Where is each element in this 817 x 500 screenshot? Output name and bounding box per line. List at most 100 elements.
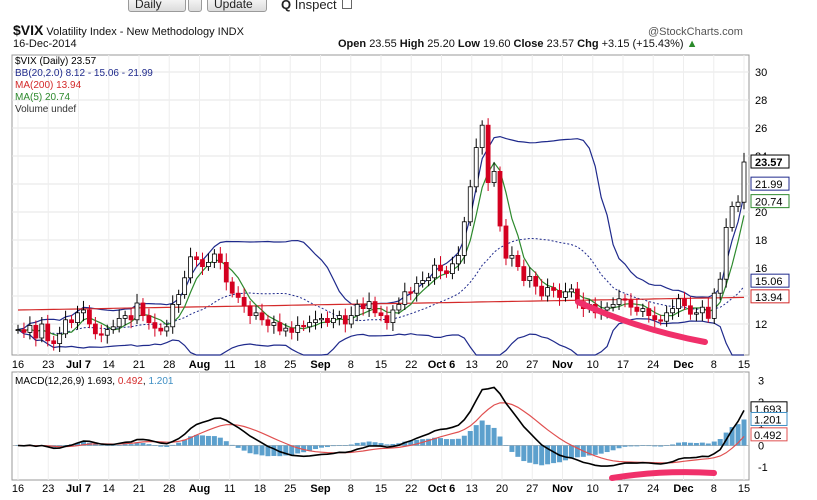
date-tick-label: Nov: [552, 359, 574, 371]
candle-body: [342, 315, 348, 325]
annotation-stroke: [575, 299, 708, 345]
date-tick-label: 23: [42, 359, 54, 371]
macd-histogram-bar: [616, 445, 622, 449]
date-tick-label: 21: [133, 359, 145, 371]
candle-body: [206, 261, 211, 267]
price-box: [750, 154, 790, 169]
candle-body: [87, 309, 92, 325]
macd-histogram-bar: [414, 439, 420, 446]
macd-histogram-bar: [521, 445, 527, 462]
macd-histogram-bar: [711, 441, 717, 446]
candle-body: [699, 306, 705, 314]
period-select[interactable]: Daily: [128, 0, 186, 12]
macd-legend-hist: 1.201: [148, 376, 173, 387]
candle-body: [634, 306, 640, 312]
date-tick-label: 17: [617, 483, 629, 495]
candle-body: [479, 124, 485, 148]
candle-body: [420, 280, 426, 284]
macd-histogram-bar: [205, 435, 211, 446]
candle-body: [705, 306, 711, 319]
inspect-toggle[interactable]: Q Inspect: [281, 0, 353, 12]
update-button[interactable]: Update: [207, 0, 267, 12]
macd-histogram-bar: [366, 441, 372, 446]
candle-body: [116, 317, 122, 328]
macd-histogram-bar: [586, 445, 592, 456]
macd-histogram-bar: [479, 420, 485, 446]
macd-histogram-bar: [211, 436, 217, 446]
candle-body: [295, 324, 301, 333]
macd-histogram-bar: [265, 445, 271, 457]
macd-histogram-bar: [717, 439, 723, 446]
price-box: [750, 273, 790, 288]
macd-histogram-bar: [467, 431, 473, 446]
date-tick-label: 25: [284, 483, 296, 495]
date-tick-label: Sep: [310, 483, 330, 495]
date-tick-label: 8: [348, 483, 354, 495]
candle-body: [110, 326, 116, 330]
candle-body: [670, 308, 675, 314]
macd-legend: MACD(12,26,9) 1.693, 0.492, 1.201: [15, 376, 174, 387]
date-tick-label: Aug: [189, 359, 210, 371]
macd-histogram-bar: [687, 442, 693, 446]
candle-body: [455, 254, 461, 265]
date-tick-label: 17: [617, 359, 629, 371]
macd-histogram-bar: [348, 444, 354, 446]
macd-histogram-bar: [318, 445, 324, 448]
price-box: [750, 194, 790, 209]
candle-body: [717, 278, 723, 294]
price-tick-label: 20: [755, 207, 767, 219]
macd-histogram-bar: [515, 445, 521, 457]
checkbox-icon[interactable]: [342, 0, 353, 9]
macd-histogram-bar: [497, 436, 503, 446]
low-value: 19.60: [482, 38, 511, 50]
candle-body: [39, 323, 45, 339]
legend-bb: BB(20,2.0) 8.12 - 15.06 - 21.99: [15, 68, 153, 79]
macd-line: [17, 386, 745, 467]
chg-label: Chg: [577, 38, 599, 50]
macd-histogram-bar: [170, 444, 176, 446]
candle-body: [51, 340, 57, 344]
date-tick-label: 24: [647, 483, 659, 495]
macd-histogram-bar: [628, 445, 634, 447]
candle-body: [104, 329, 110, 336]
price-box-label: 21.99: [755, 179, 783, 191]
candle-body: [616, 298, 622, 305]
macd-histogram-bar: [295, 445, 301, 454]
date-tick-label: 11: [224, 359, 235, 371]
macd-histogram-bar: [75, 442, 81, 446]
macd-histogram-bar: [604, 445, 610, 453]
date-tick-label: Jul 7: [66, 359, 91, 371]
macd-histogram-bar: [122, 444, 128, 446]
candle-body: [557, 289, 562, 298]
candle-body: [658, 319, 664, 322]
date-tick-label: Nov: [552, 483, 574, 495]
candle-body: [75, 312, 80, 323]
macd-histogram-bar: [610, 445, 616, 451]
candle-body: [390, 309, 396, 324]
candle-body: [301, 324, 307, 328]
toolbar: Daily Update Q Inspect: [0, 0, 817, 14]
macd-histogram-bar: [503, 445, 509, 446]
date-tick-label: 13: [466, 483, 478, 495]
macd-histogram-bar: [253, 445, 259, 455]
candle-body: [229, 281, 235, 294]
candle-body: [360, 303, 366, 309]
dropdown-arrow-icon[interactable]: [188, 0, 202, 12]
inspect-label: Inspect: [294, 0, 337, 12]
macd-histogram-bar: [634, 445, 640, 447]
open-value: 23.55: [369, 38, 397, 50]
candle-body: [384, 315, 390, 324]
price-tick-label: 28: [755, 95, 767, 107]
macd-histogram-bar: [741, 419, 747, 446]
candle-body: [539, 285, 545, 297]
date-tick-label: 23: [42, 483, 54, 495]
macd-histogram-bar: [551, 445, 557, 464]
candle-body: [277, 322, 283, 332]
macd-histogram-bar: [485, 424, 491, 446]
candle-body: [711, 292, 717, 319]
candle-body: [569, 288, 574, 293]
macd-tick-label: 0: [758, 441, 764, 453]
candle-body: [438, 264, 443, 272]
date-tick-label: 27: [526, 483, 538, 495]
